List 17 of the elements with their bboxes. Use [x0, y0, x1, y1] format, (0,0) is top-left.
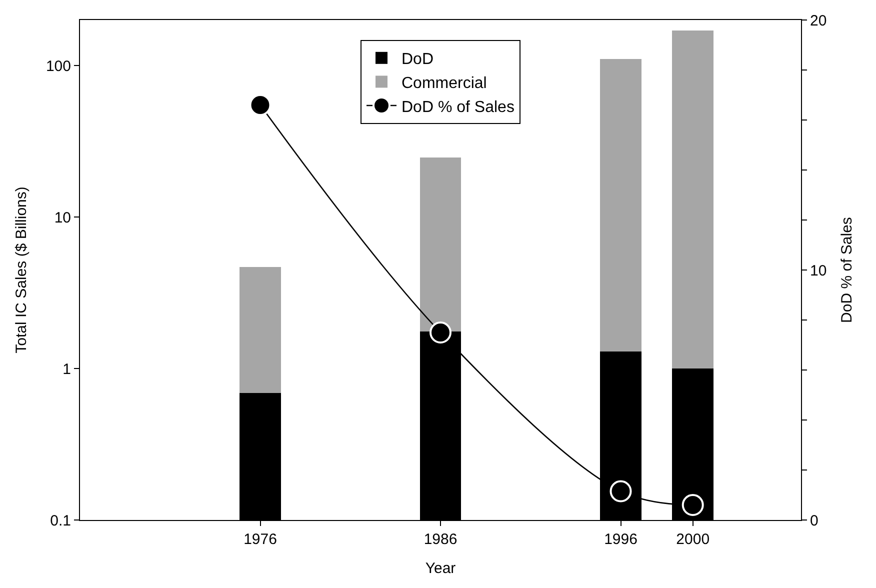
y2-tick-label: 20 — [810, 12, 827, 30]
x-axis-title: Year — [425, 560, 456, 577]
y-axis-title: Total IC Sales ($ Billions) — [13, 186, 30, 354]
y-tick-label: 100 — [46, 58, 71, 75]
y-tick-label: 10 — [54, 209, 71, 226]
y2-tick-label: 0 — [810, 512, 818, 530]
x-tick-label: 1976 — [244, 531, 277, 548]
y-tick-label: 1 — [62, 360, 71, 378]
legend-label: DoD — [402, 51, 434, 68]
x-tick-label: 1986 — [424, 531, 458, 548]
y2-axis-title: DoD % of Sales — [838, 217, 856, 323]
x-tick-label: 1996 — [604, 531, 638, 548]
legend-label: DoD % of Sales — [402, 98, 514, 116]
legend-label: Commercial — [402, 74, 487, 92]
x-tick-label: 2000 — [676, 531, 710, 548]
y2-tick-label: 10 — [810, 262, 827, 280]
y-tick-label: 0.1 — [50, 512, 71, 530]
